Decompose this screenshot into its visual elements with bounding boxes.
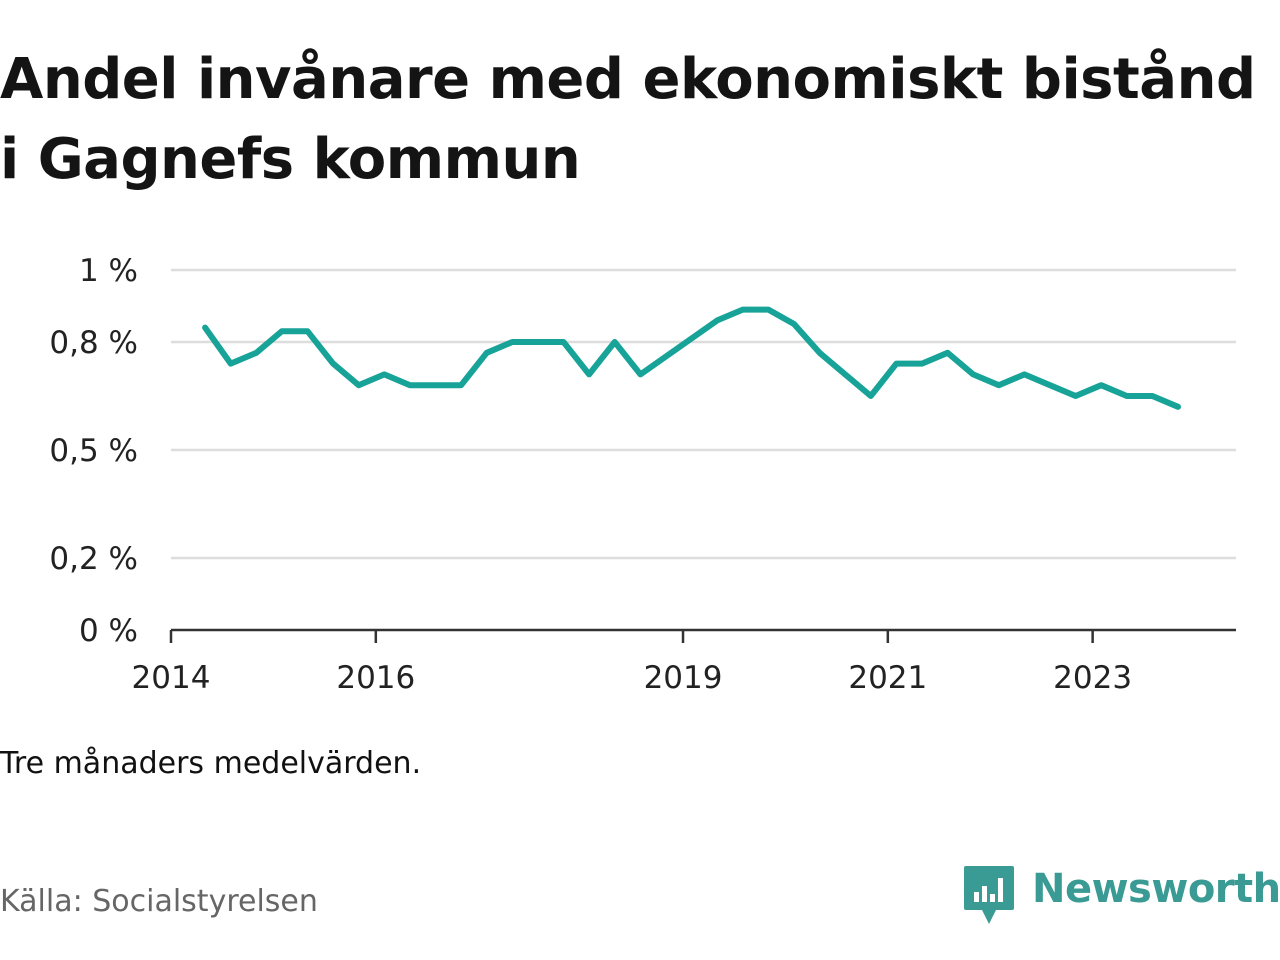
data-point: [842, 371, 848, 377]
data-point: [381, 371, 387, 377]
line-chart: 0 %0,2 %0,5 %0,8 %1 % 2014 2016 2019 2021 20…: [49, 253, 1236, 696]
data-point: [791, 321, 797, 327]
data-point: [740, 307, 746, 313]
data-point: [561, 339, 567, 345]
data-point: [689, 335, 695, 341]
data-point: [535, 339, 541, 345]
y-tick-label: 1 %: [79, 253, 138, 289]
data-point: [919, 361, 925, 367]
data-point: [356, 382, 362, 388]
data-point: [663, 353, 669, 359]
bar-chart-speech-bubble-icon: [964, 866, 1014, 924]
data-point: [202, 325, 208, 331]
series-line: [202, 306, 1181, 410]
x-tick-label: 2014: [132, 660, 211, 696]
data-point: [305, 328, 311, 334]
y-tick-labels: 0 % 0,2 % 0,5 % 0,8 % 1 %: [49, 253, 138, 649]
x-ticks: [169, 630, 1094, 643]
data-point: [1047, 382, 1053, 388]
data-point: [868, 393, 874, 399]
data-point: [509, 339, 515, 345]
data-point: [279, 328, 285, 334]
data-point: [714, 317, 720, 323]
x-tick-label: 2019: [644, 660, 723, 696]
data-point: [433, 382, 439, 388]
data-point: [893, 361, 899, 367]
x-tick-label: 2021: [848, 660, 927, 696]
y-tick-label: 0,2 %: [49, 541, 138, 577]
source-credit: Källa: Socialstyrelsen: [0, 884, 318, 919]
data-point: [484, 350, 490, 356]
data-point: [637, 371, 643, 377]
y-tick-label: 0,8 %: [49, 325, 138, 361]
data-point: [1175, 404, 1181, 410]
brand-name: Newsworthy: [1032, 866, 1280, 912]
chart-title: Andel invånare med ekonomiskt bistånd i …: [0, 47, 1256, 192]
x-tick-label: 2016: [336, 660, 415, 696]
data-point: [458, 382, 464, 388]
data-points: [202, 307, 1181, 410]
data-point: [1021, 371, 1027, 377]
data-point: [996, 382, 1002, 388]
data-point: [1098, 382, 1104, 388]
data-point: [407, 382, 413, 388]
data-point: [817, 350, 823, 356]
data-point: [586, 371, 592, 377]
data-point: [1124, 393, 1130, 399]
data-point: [970, 371, 976, 377]
data-point: [1073, 393, 1079, 399]
data-point: [612, 339, 618, 345]
y-tick-label: 0 %: [79, 613, 138, 649]
chart-note: Tre månaders medelvärden.: [0, 746, 422, 781]
data-point: [330, 361, 336, 367]
data-point: [945, 350, 951, 356]
brand-logo[interactable]: Newsworthy: [962, 864, 1280, 928]
data-point: [253, 350, 259, 356]
y-tick-label: 0,5 %: [49, 433, 138, 469]
data-point: [1149, 393, 1155, 399]
data-point: [765, 307, 771, 313]
data-point: [228, 361, 234, 367]
gridlines: [171, 268, 1236, 560]
x-tick-label: 2023: [1053, 660, 1132, 696]
x-tick-labels: 2014 2016 2019 2021 2023: [132, 660, 1133, 696]
